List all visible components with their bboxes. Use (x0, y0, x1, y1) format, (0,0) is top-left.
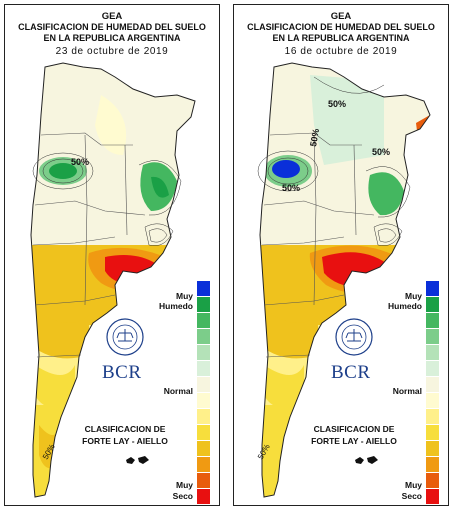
soil-moisture-map: 50% 50% 50% 50% 50% (256, 62, 431, 498)
legend-swatch (197, 377, 210, 393)
province-borders (261, 132, 375, 358)
bcr-seal-logo (335, 318, 373, 356)
legend-swatch (197, 393, 210, 409)
legend-swatch (197, 489, 210, 505)
contour-label: 50% (71, 157, 89, 167)
legend-label-normal: Normal (163, 386, 193, 396)
bcr-seal-logo (106, 318, 144, 356)
legend-swatch (197, 441, 210, 457)
legend-swatch (197, 457, 210, 473)
contour-label: 50% (282, 183, 300, 193)
legend-swatch (426, 425, 439, 441)
map-date: 23 de octubre de 2019 (55, 46, 169, 57)
legend-swatch (426, 297, 439, 313)
legend-label-very-dry-2: Seco (172, 491, 193, 501)
legend-swatch (426, 361, 439, 377)
map-panel-oct-23: GEA CLASIFICACION DE HUMEDAD DEL SUELO E… (4, 4, 220, 506)
legend-label-very-wet-2: Humedo (388, 301, 422, 311)
contour-lines (32, 152, 182, 246)
legend-label-very-wet-1: Muy (405, 291, 422, 301)
legend-swatch (426, 409, 439, 425)
title-main: CLASIFICACION DE HUMEDAD DEL SUELO (247, 22, 435, 32)
legend-label-very-dry-1: Muy (405, 480, 422, 490)
legend-label-very-dry-1: Muy (176, 480, 193, 490)
contour-label: 50% (372, 147, 390, 157)
contour-label: 50% (308, 128, 321, 147)
title-source: GEA (101, 11, 123, 22)
legend-label-very-dry-2: Seco (401, 491, 422, 501)
legend-swatch (426, 473, 439, 489)
moisture-legend (426, 281, 439, 505)
legend-swatch (197, 345, 210, 361)
legend-swatch (426, 329, 439, 345)
map-date: 16 de octubre de 2019 (284, 46, 398, 57)
province-borders (32, 132, 146, 358)
map-panel-oct-16: GEA CLASIFICACION DE HUMEDAD DEL SUELO E… (233, 4, 449, 506)
legend-swatch (197, 313, 210, 329)
title-source: GEA (330, 11, 352, 22)
bcr-logo-text: BCR (331, 362, 371, 383)
method-label-1: CLASIFICACION DE (313, 424, 395, 434)
method-label-1: CLASIFICACION DE (84, 424, 166, 434)
malvinas-islands (126, 456, 149, 464)
legend-label-very-wet-1: Muy (176, 291, 193, 301)
legend-swatch (426, 441, 439, 457)
legend-swatch (426, 393, 439, 409)
legend-swatch (197, 281, 210, 297)
method-label-2: FORTE LAY - AIELLO (311, 436, 397, 446)
legend-swatch (426, 313, 439, 329)
bcr-logo-text: BCR (102, 362, 142, 383)
legend-swatch (197, 329, 210, 345)
legend-swatch (426, 489, 439, 505)
legend-swatch (197, 473, 210, 489)
legend-label-very-wet-2: Humedo (159, 301, 193, 311)
title-region: EN LA REPUBLICA ARGENTINA (272, 33, 410, 43)
method-label-2: FORTE LAY - AIELLO (82, 436, 168, 446)
malvinas-islands (355, 456, 378, 464)
soil-moisture-map: 50% 50% (30, 62, 196, 498)
legend-swatch (426, 457, 439, 473)
title-region: EN LA REPUBLICA ARGENTINA (43, 33, 181, 43)
legend-swatch (197, 297, 210, 313)
legend-swatch (426, 345, 439, 361)
legend-swatch (426, 377, 439, 393)
contour-lines (257, 76, 411, 246)
legend-swatch (197, 361, 210, 377)
legend-swatch (197, 425, 210, 441)
moisture-legend (197, 281, 210, 505)
legend-swatch (197, 409, 210, 425)
title-main: CLASIFICACION DE HUMEDAD DEL SUELO (18, 22, 206, 32)
legend-swatch (426, 281, 439, 297)
contour-label: 50% (328, 99, 346, 109)
legend-label-normal: Normal (392, 386, 422, 396)
